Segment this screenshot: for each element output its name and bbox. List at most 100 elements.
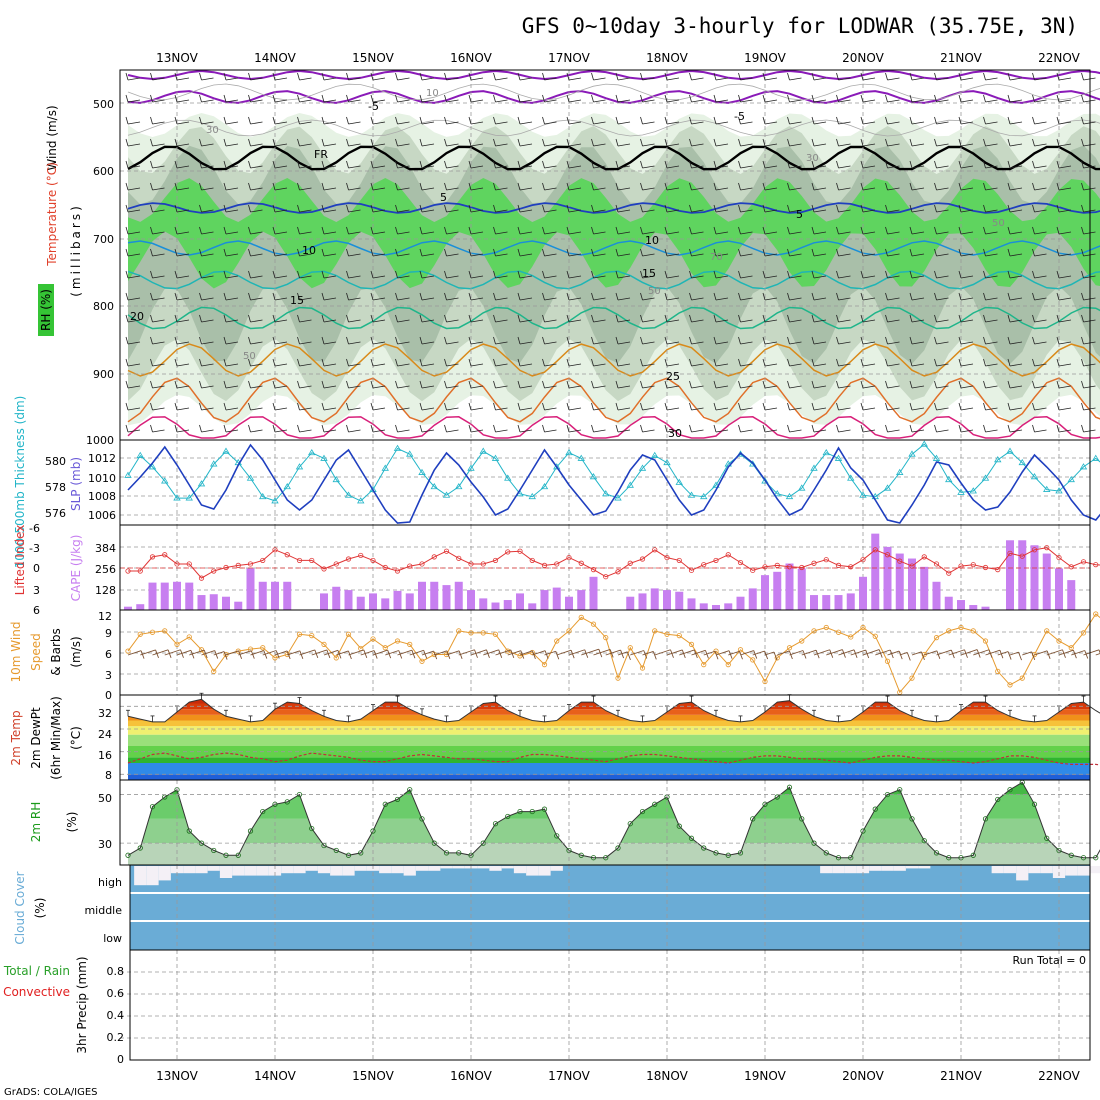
upper-wind-barb — [495, 143, 508, 147]
upper-wind-barb-feather — [150, 292, 153, 301]
upper-wind-barb — [446, 253, 459, 257]
wind-tick: 9 — [105, 627, 112, 640]
cape-bar — [283, 581, 292, 610]
upper-wind-barb-feather — [370, 314, 374, 323]
upper-wind-barb — [201, 341, 214, 345]
wind-barb — [556, 649, 572, 656]
lifted-index-point — [774, 562, 780, 568]
upper-wind-barb-feather — [1032, 314, 1035, 323]
upper-wind-barb — [397, 407, 410, 411]
rh-contour-label: 30 — [206, 125, 219, 136]
cloud-high-gap — [391, 866, 404, 874]
cape-bar — [699, 603, 708, 610]
upper-wind-barb — [691, 297, 704, 301]
upper-wind-barb — [127, 253, 141, 257]
upper-wind-barb — [911, 407, 925, 411]
upper-wind-barb-feather — [223, 116, 227, 125]
upper-wind-barb — [960, 99, 974, 103]
upper-wind-barb — [470, 99, 484, 103]
upper-wind-barb — [519, 143, 533, 147]
upper-wind-barb — [985, 341, 998, 345]
wind-barb — [176, 649, 192, 656]
date-label: 22NOV — [1038, 1069, 1080, 1083]
rh-point — [370, 828, 376, 834]
upper-wind-barb-feather — [248, 182, 251, 191]
cape-bar — [148, 582, 157, 610]
upper-wind-barb-feather — [370, 204, 374, 213]
upper-wind-barb — [642, 253, 655, 257]
thickness-point — [418, 468, 426, 475]
upper-wind-barb — [176, 77, 190, 81]
upper-wind-barb-feather — [174, 248, 178, 257]
upper-wind-barb-feather — [542, 72, 545, 81]
pressure-tick: 500 — [93, 98, 114, 111]
upper-wind-barb — [250, 165, 263, 169]
upper-wind-barb — [813, 121, 827, 125]
upper-wind-barb-feather — [493, 160, 496, 169]
upper-wind-barb-feather — [885, 138, 888, 147]
upper-wind-barb-feather — [346, 380, 349, 389]
wind-barb — [630, 650, 644, 656]
upper-wind-barb-feather — [738, 380, 741, 389]
upper-wind-barb — [127, 209, 141, 213]
upper-wind-barb — [764, 121, 778, 125]
upper-wind-barb-feather — [836, 292, 839, 301]
thickness-point — [1055, 487, 1063, 494]
lifted-index-point — [848, 564, 854, 570]
rh-point — [382, 801, 388, 807]
upper-wind-barb-feather — [199, 248, 202, 257]
lifted-index-point — [1080, 559, 1087, 565]
cloud-high-gap — [820, 866, 833, 874]
upper-wind-barb-feather — [199, 314, 202, 323]
upper-wind-barb-feather — [223, 94, 227, 103]
upper-wind-barb-feather — [395, 204, 398, 213]
cloud-high-gap — [440, 866, 453, 869]
slp-axis-label: SLP (mb) — [69, 457, 83, 511]
wind-speed-point — [1007, 682, 1013, 688]
wind-speed-point — [321, 641, 327, 647]
upper-wind-barb-feather — [1081, 270, 1084, 279]
isotherm — [127, 145, 1100, 171]
upper-wind-barb-feather — [615, 248, 619, 257]
upper-wind-barb — [323, 385, 337, 389]
upper-wind-barb-feather — [174, 336, 178, 345]
upper-wind-barb-feather — [419, 380, 423, 389]
upper-wind-barb-feather — [1007, 270, 1011, 279]
upper-wind-barb-feather — [150, 204, 153, 213]
upper-wind-barb-feather — [419, 182, 423, 191]
upper-wind-barb-feather — [983, 72, 986, 81]
cape-bar — [908, 558, 916, 610]
upper-wind-barb-feather — [885, 116, 888, 125]
upper-wind-barb-feather — [958, 314, 962, 323]
upper-wind-barb — [764, 341, 778, 345]
wind-speed-point — [664, 631, 670, 637]
upper-wind-barb — [348, 143, 361, 147]
thickness-tick: 576 — [45, 507, 66, 520]
upper-wind-barb — [544, 319, 557, 323]
cape-bar — [503, 600, 512, 610]
upper-wind-barb-feather — [885, 424, 888, 433]
run-total: Run Total = 0 — [1013, 954, 1087, 967]
upper-wind-barb-feather — [542, 94, 545, 103]
upper-wind-barb — [617, 165, 631, 169]
wind-barb — [973, 649, 990, 656]
upper-wind-barb-feather — [444, 138, 447, 147]
upper-wind-barb — [985, 99, 998, 103]
wind-speed-point — [137, 631, 143, 637]
upper-wind-barb-feather — [615, 204, 619, 213]
upper-wind-barb — [813, 231, 827, 235]
upper-wind-barb — [764, 253, 778, 257]
upper-wind-barb — [617, 231, 631, 235]
upper-wind-barb-feather — [272, 380, 276, 389]
upper-wind-barb — [887, 143, 900, 147]
upper-wind-barb — [764, 143, 778, 147]
cape-bar — [185, 582, 194, 610]
upper-wind-barb-feather — [1007, 314, 1011, 323]
upper-wind-barb-feather — [248, 380, 251, 389]
rh-line — [127, 781, 1100, 859]
upper-wind-barb — [446, 341, 459, 345]
rh-tick: 50 — [98, 792, 112, 805]
wind-barb — [213, 651, 225, 656]
upper-wind-barb-feather — [762, 248, 766, 257]
thickness-point — [1092, 454, 1100, 461]
